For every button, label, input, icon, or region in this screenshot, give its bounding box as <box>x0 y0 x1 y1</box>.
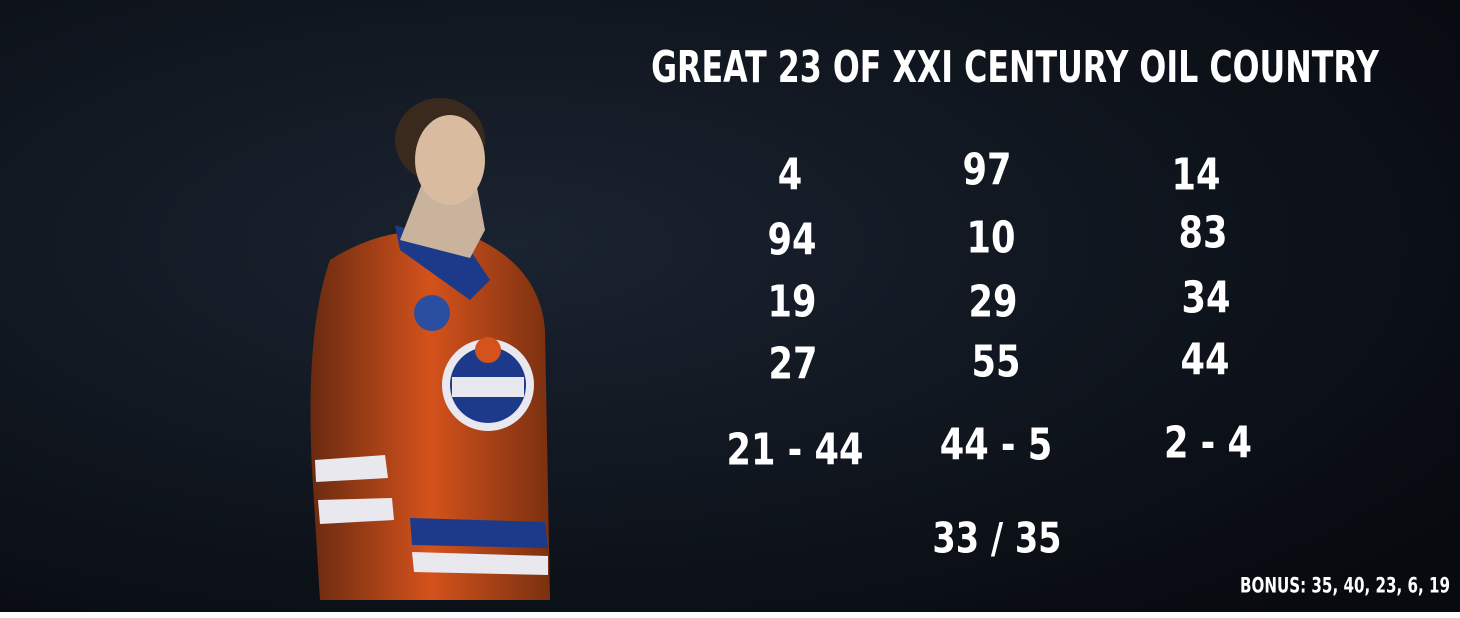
player-figure <box>310 98 550 601</box>
number: 10 <box>967 213 1016 264</box>
number-grid: 4 94 19 27 21 - 44 97 10 29 55 44 - 5 14 83 34 44 2 - … <box>726 145 1252 476</box>
number: 55 <box>972 337 1021 388</box>
bottom-edge <box>0 612 1460 618</box>
number: 19 <box>768 277 817 328</box>
number: 14 <box>1172 150 1221 201</box>
number: 34 <box>1182 273 1231 324</box>
title: GREAT 23 OF XXI CENTURY OIL COUNTRY <box>651 42 1380 94</box>
number: 27 <box>769 339 818 390</box>
number-pair: 44 - 5 <box>940 420 1053 471</box>
number-pair: 2 - 4 <box>1164 418 1252 469</box>
number: 4 <box>778 150 802 201</box>
number: 97 <box>963 145 1012 196</box>
number: 83 <box>1179 208 1228 259</box>
number-pair: 21 - 44 <box>726 425 863 476</box>
number: 44 <box>1181 335 1230 386</box>
bonus: BONUS: 35, 40, 23, 6, 19 <box>1240 574 1450 598</box>
number: 29 <box>969 277 1018 328</box>
total: 33 / 35 <box>932 514 1061 563</box>
number: 94 <box>768 215 817 266</box>
